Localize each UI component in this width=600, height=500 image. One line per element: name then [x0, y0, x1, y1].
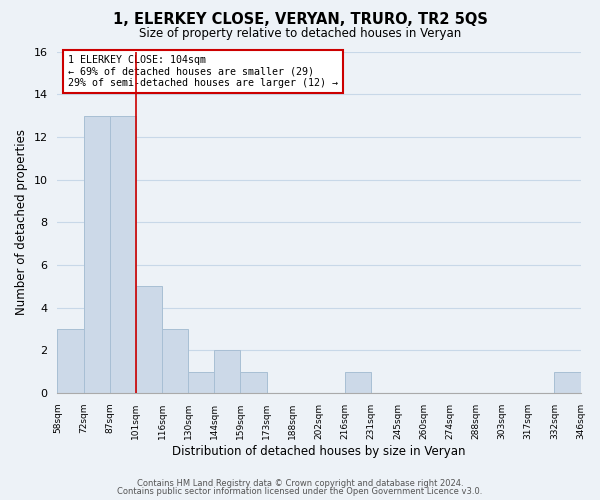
Bar [188, 372, 214, 393]
Text: Size of property relative to detached houses in Veryan: Size of property relative to detached ho… [139, 28, 461, 40]
Bar [58, 329, 83, 393]
X-axis label: Distribution of detached houses by size in Veryan: Distribution of detached houses by size … [172, 444, 466, 458]
Bar [136, 286, 162, 393]
Bar [83, 116, 110, 393]
Text: 1, ELERKEY CLOSE, VERYAN, TRURO, TR2 5QS: 1, ELERKEY CLOSE, VERYAN, TRURO, TR2 5QS [113, 12, 487, 28]
Bar [554, 372, 581, 393]
Text: 1 ELERKEY CLOSE: 104sqm
← 69% of detached houses are smaller (29)
29% of semi-de: 1 ELERKEY CLOSE: 104sqm ← 69% of detache… [68, 55, 338, 88]
Y-axis label: Number of detached properties: Number of detached properties [15, 129, 28, 315]
Text: Contains HM Land Registry data © Crown copyright and database right 2024.: Contains HM Land Registry data © Crown c… [137, 478, 463, 488]
Text: Contains public sector information licensed under the Open Government Licence v3: Contains public sector information licen… [118, 487, 482, 496]
Bar [162, 329, 188, 393]
Bar [214, 350, 241, 393]
Bar [345, 372, 371, 393]
Bar [110, 116, 136, 393]
Bar [241, 372, 266, 393]
